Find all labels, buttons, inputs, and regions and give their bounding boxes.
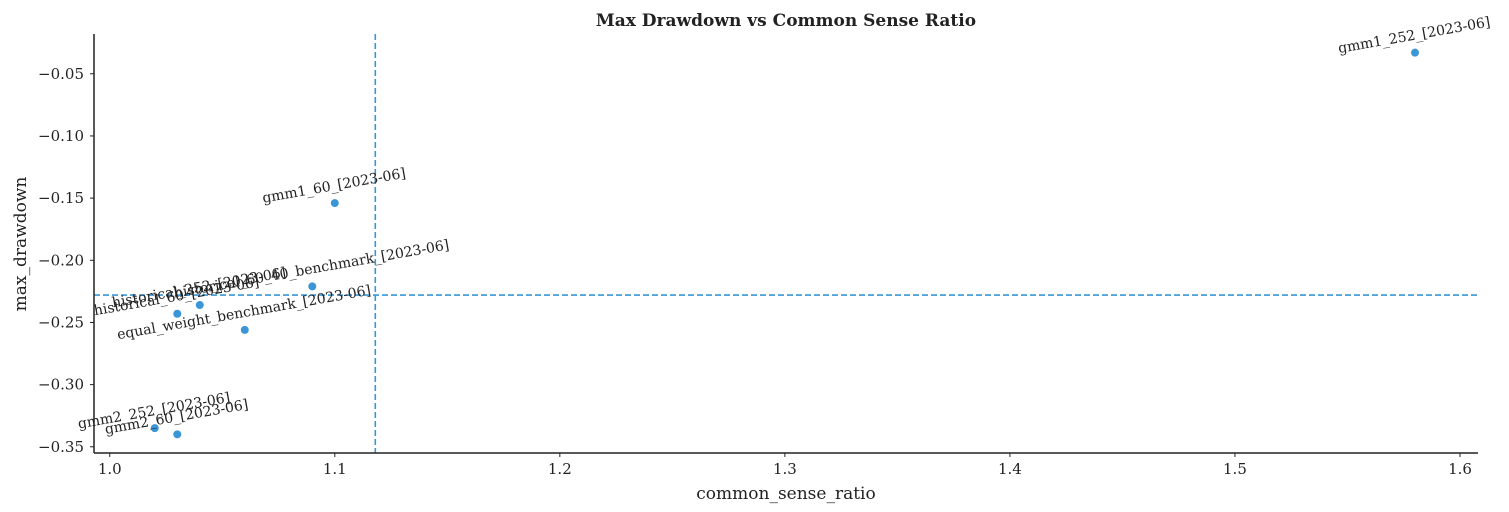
x-tick-label: 1.6 [1448,460,1472,478]
y-tick-label: −0.25 [38,313,84,331]
data-point [150,424,159,433]
reference-lines [94,34,1478,453]
y-tick-label: −0.05 [38,65,84,83]
x-tick-label: 1.1 [323,460,347,478]
x-tick-label: 1.5 [1223,460,1247,478]
x-tick-label: 1.4 [998,460,1022,478]
data-point [308,282,317,291]
chart-title: Max Drawdown vs Common Sense Ratio [596,11,976,31]
data-point [1410,48,1419,57]
data-point [173,430,182,439]
data-point [173,309,182,318]
data-point [240,325,249,334]
y-tick-label: −0.15 [38,189,84,207]
y-tick-label: −0.35 [38,438,84,456]
point-labels: gmm1_252_[2023-06]gmm1_60_[2023-06]histo… [77,14,1492,437]
data-points [150,48,1419,439]
data-point [330,199,339,208]
x-tick-label: 1.2 [548,460,572,478]
x-axis-label: common_sense_ratio [696,484,875,504]
y-tick-label: −0.30 [38,376,84,394]
y-axis-label: max_drawdown [11,177,31,312]
x-tick-label: 1.3 [773,460,797,478]
x-tick-label: 1.0 [98,460,122,478]
y-axis-ticks: −0.05 −0.10 −0.15 −0.20 −0.25 −0.30 −0.35 [38,65,94,456]
x-axis-ticks: 1.0 1.1 1.2 1.3 1.4 1.5 1.6 [98,453,1472,478]
data-point [195,301,204,310]
y-tick-label: −0.20 [38,251,84,269]
y-tick-label: −0.10 [38,127,84,145]
